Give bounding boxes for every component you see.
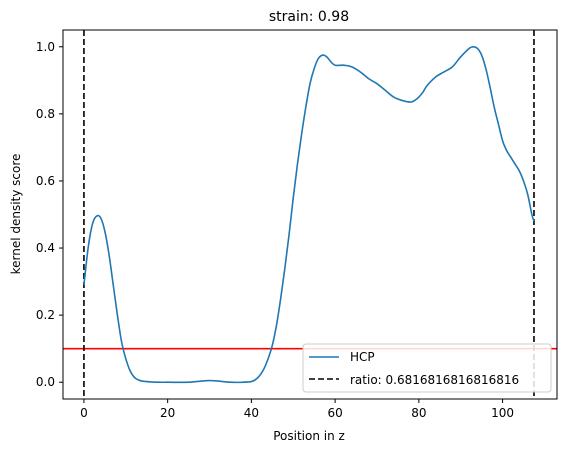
legend-box (302, 343, 552, 393)
legend-label-ratio: ratio: 0.6816816816816816 (350, 373, 519, 387)
x-tick-label: 80 (411, 406, 426, 420)
x-tick-label: 60 (327, 406, 342, 420)
legend-label-hcp: HCP (350, 350, 375, 364)
x-tick-label: 20 (160, 406, 175, 420)
x-axis-label: Position in z (273, 429, 345, 443)
x-tick-label: 100 (491, 406, 514, 420)
y-tick-label: 1.0 (36, 40, 55, 54)
x-tick-label: 40 (244, 406, 259, 420)
y-tick-label: 0.2 (36, 308, 55, 322)
y-tick-label: 0.8 (36, 107, 55, 121)
y-tick-label: 0.0 (36, 375, 55, 389)
y-tick-label: 0.4 (36, 241, 55, 255)
y-axis: 0.0 0.2 0.4 0.6 0.8 1.0 (36, 40, 63, 389)
x-tick-label: 0 (80, 406, 88, 420)
legend: HCP ratio: 0.6816816816816816 (302, 343, 552, 393)
series-line-hcp (83, 45, 535, 384)
y-axis-label: kernel density score (9, 154, 23, 275)
axes-frame (62, 29, 558, 400)
chart-title: strain: 0.98 (269, 9, 349, 25)
x-axis: 0 20 40 60 80 100 (80, 399, 514, 420)
y-tick-label: 0.6 (36, 174, 55, 188)
